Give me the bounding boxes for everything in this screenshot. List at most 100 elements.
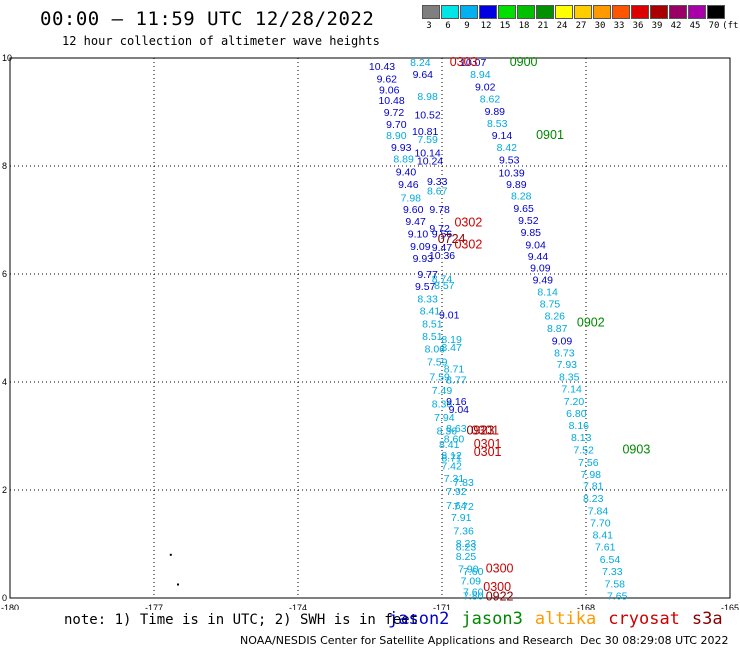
scale-label: 36 xyxy=(632,21,644,31)
wave-height-value: 9.60 xyxy=(403,204,424,216)
wave-height-value: 7.65 xyxy=(607,590,628,602)
wave-height-value: 8.23 xyxy=(583,493,604,505)
wave-height-value: 8.51 xyxy=(422,331,443,343)
wave-height-value: 7.93 xyxy=(557,359,578,371)
wave-height-value: 8.87 xyxy=(547,323,568,335)
scale-swatch xyxy=(688,5,706,19)
wave-height-value: 8.24 xyxy=(410,57,431,69)
wave-height-value: 8.51 xyxy=(422,319,443,331)
x-tick-label: -180 xyxy=(1,603,19,610)
wave-height-value: 7.91 xyxy=(451,512,472,524)
wave-height-value: 9.62 xyxy=(377,74,398,86)
wave-height-value: 9.85 xyxy=(521,227,542,239)
wave-height-value: 7.14 xyxy=(561,383,582,395)
wave-height-value: 9.77 xyxy=(417,269,438,281)
wave-height-value: 8.35 xyxy=(559,372,580,384)
marker-dot xyxy=(177,583,179,586)
scale-swatch xyxy=(555,5,573,19)
wave-height-value: 8.71 xyxy=(441,453,462,465)
y-tick-label: 4 xyxy=(2,377,7,387)
wave-height-value: 7.36 xyxy=(453,526,474,538)
wave-height-value: 9.49 xyxy=(533,274,554,286)
legend-jason2: jason2 xyxy=(388,609,450,629)
wave-height-value: 10.43 xyxy=(369,61,395,73)
wave-height-value: 9.52 xyxy=(518,215,539,227)
wave-height-value: 8.71 xyxy=(444,364,465,376)
legend-s3a: s3a xyxy=(691,609,723,629)
wave-height-value: 8.90 xyxy=(386,130,407,142)
pass-time-label: 0301 xyxy=(474,445,502,459)
wave-height-value: 8.73 xyxy=(554,347,575,359)
wave-height-value: 8.53 xyxy=(487,118,508,130)
wave-height-value: 9.72 xyxy=(384,107,405,119)
wave-height-value: 9.04 xyxy=(449,404,470,416)
wave-height-value: 8.98 xyxy=(417,91,438,103)
wave-height-value: 7.92 xyxy=(446,486,467,498)
wave-height-value: 9.33 xyxy=(427,176,448,188)
wave-height-value: 6.80 xyxy=(566,408,587,420)
scale-label: 33 xyxy=(613,21,625,31)
wave-height-value: 7.56 xyxy=(578,457,599,469)
x-tick-label: -168 xyxy=(577,603,595,610)
scale-swatch xyxy=(517,5,535,19)
wave-height-value: 9.65 xyxy=(513,203,534,215)
wave-height-value: 7.81 xyxy=(583,481,604,493)
wave-height-value: 8.36 xyxy=(432,399,453,411)
wave-height-value: 9.16 xyxy=(446,396,467,408)
scale-swatch xyxy=(536,5,554,19)
wave-height-value: 9.09 xyxy=(410,241,431,253)
wave-height-value: 8.41 xyxy=(593,529,614,541)
credit-text: NOAA/NESDIS Center for Satellite Applica… xyxy=(240,634,574,647)
wave-height-value: 7.49 xyxy=(432,385,453,397)
wave-height-value: 9.02 xyxy=(475,82,496,94)
pass-time-label: 0300 xyxy=(486,561,514,575)
pass-time-label: 0902 xyxy=(577,316,605,330)
wave-height-value: 8.06 xyxy=(425,344,446,356)
scale-swatch xyxy=(650,5,668,19)
scale-swatch xyxy=(593,5,611,19)
scale-swatch xyxy=(631,5,649,19)
scale-label: 45 xyxy=(689,21,701,31)
wave-height-value: 10.07 xyxy=(460,57,486,69)
wave-height-value: 7.09 xyxy=(461,576,482,588)
wave-height-value: 9.72 xyxy=(429,223,450,235)
legend-altika: altika xyxy=(534,609,597,629)
wave-height-value: 8.28 xyxy=(511,191,532,203)
scale-swatch xyxy=(422,5,440,19)
wave-height-value: 8.75 xyxy=(540,299,561,311)
scale-label: 39 xyxy=(651,21,663,31)
wave-height-value: 8.57 xyxy=(434,280,455,292)
pass-time-label: 0922 xyxy=(486,589,514,603)
wave-height-value: 7.59 xyxy=(429,372,450,384)
wave-height-value: 7.59 xyxy=(427,356,448,368)
wave-height-value: 8.94 xyxy=(470,69,491,81)
wave-height-value: 8.89 xyxy=(393,153,414,165)
scale-label: 15 xyxy=(499,21,511,31)
pass-time-label: 0302 xyxy=(454,237,482,251)
wave-height-value: 9.57 xyxy=(415,281,436,293)
scale-label: 42 xyxy=(670,21,682,31)
wave-height-value: 8.13 xyxy=(571,432,592,444)
y-tick-label: 0 xyxy=(2,593,7,603)
y-tick-label: 6 xyxy=(2,269,7,279)
wave-height-value: 9.47 xyxy=(432,242,453,254)
wave-height-value: 9.78 xyxy=(429,204,450,216)
wave-height-value: 9.09 xyxy=(552,335,573,347)
wave-height-value: 8.41 xyxy=(420,306,441,318)
wave-height-value: 9.44 xyxy=(528,251,549,263)
wave-height-value: 9.40 xyxy=(396,166,417,178)
wave-height-value: 8.12 xyxy=(441,450,462,462)
wave-height-value: 9.70 xyxy=(386,119,407,131)
x-tick-label: -165 xyxy=(721,603,739,610)
wave-height-value: 7.60 xyxy=(463,587,484,599)
wave-height-map[interactable]: -180 -177 -174 -171 -168 -165024681010.439.62… xyxy=(0,0,740,610)
marker-dot xyxy=(169,553,172,556)
wave-height-value: 8.47 xyxy=(441,342,462,354)
wave-height-value: 9.89 xyxy=(506,179,527,191)
units-note: note: 1) Time is in UTC; 2) SWH is in fe… xyxy=(64,612,419,628)
pass-time-label: 0302 xyxy=(454,216,482,230)
pass-time-label: 0923 xyxy=(466,424,494,438)
scale-label: (ft) xyxy=(722,21,740,31)
wave-height-value: 9.10 xyxy=(408,229,429,241)
wave-height-value: 10.24 xyxy=(417,156,443,168)
